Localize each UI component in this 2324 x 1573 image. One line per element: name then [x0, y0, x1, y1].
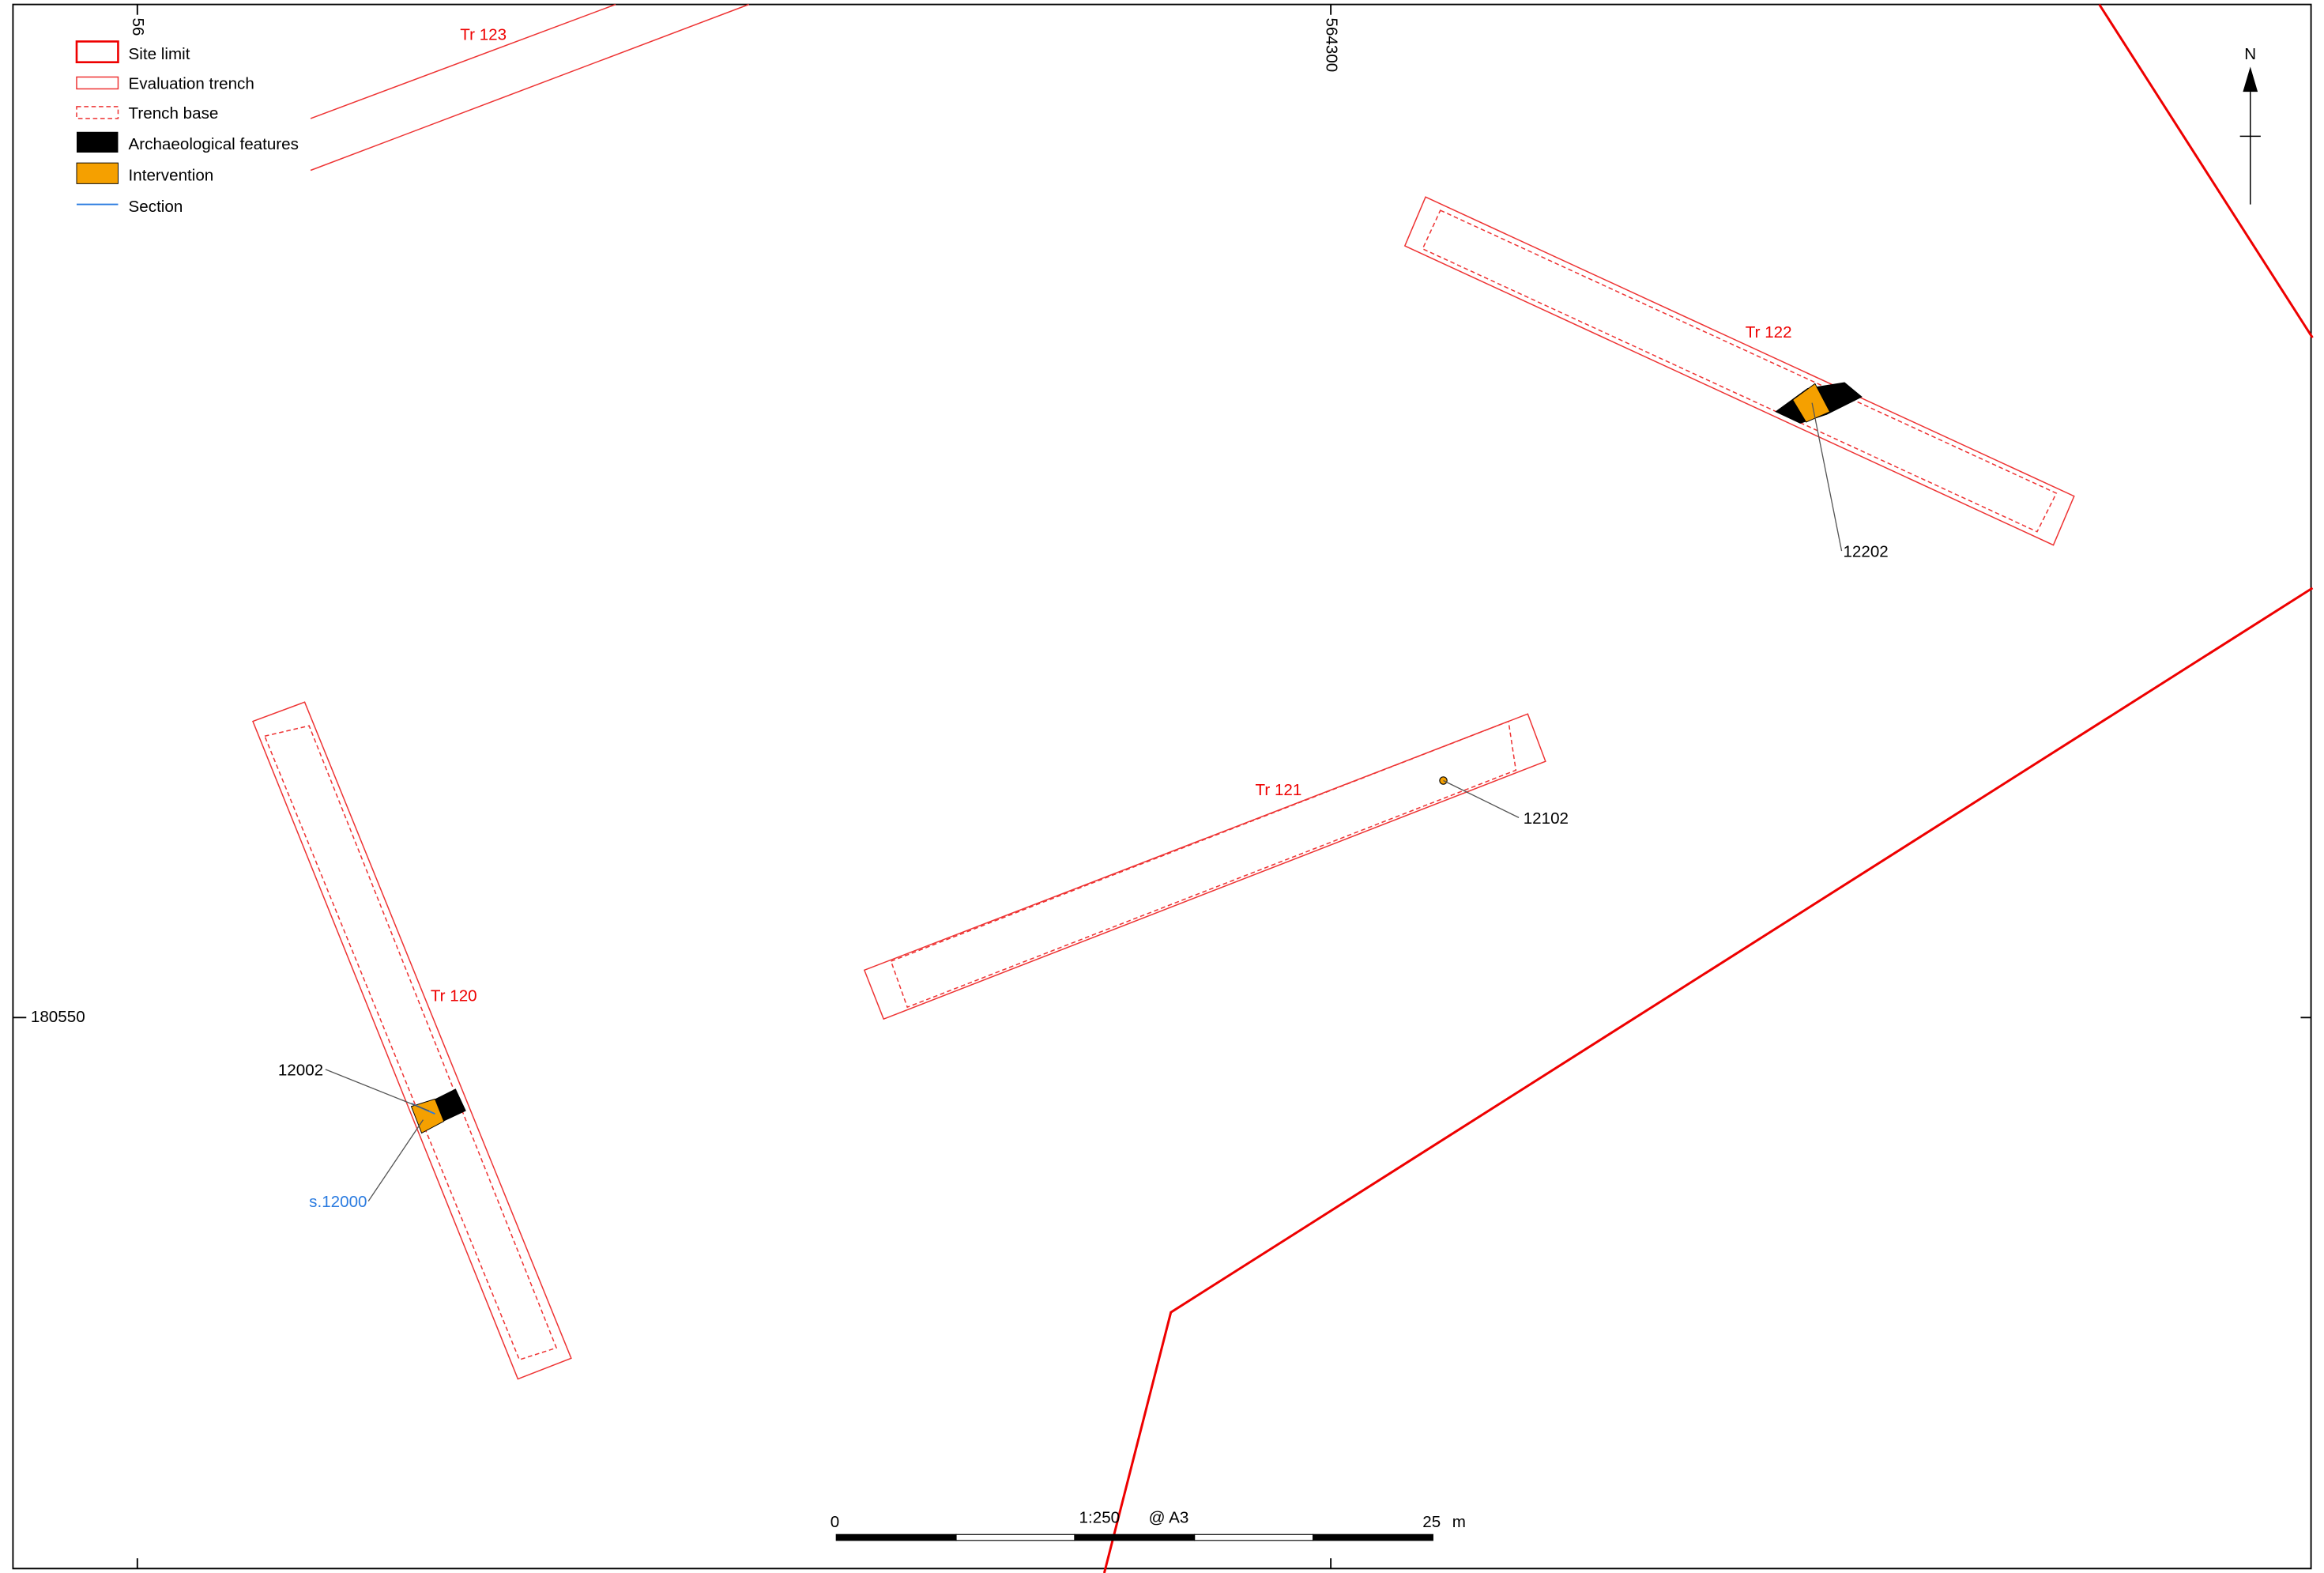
trench-label: Tr 121 [1256, 781, 1302, 799]
intervention [1792, 383, 1831, 423]
feature-label: 12102 [1524, 809, 1569, 828]
legend-label: Trench base [129, 104, 219, 123]
scale-label: 1:250 [1079, 1508, 1121, 1526]
scale-label: m [1452, 1513, 1466, 1531]
scale-label: 25 [1422, 1513, 1441, 1531]
trench-label: Tr 122 [1746, 323, 1792, 341]
scale-bar [835, 1533, 1433, 1541]
section-label: s.12000 [309, 1193, 367, 1211]
legend-label: Evaluation trench [129, 74, 254, 92]
feature [435, 1088, 466, 1122]
leaders [325, 402, 1843, 1202]
legend-label: Site limit [129, 45, 190, 63]
feature-label: 12202 [1843, 543, 1888, 561]
legend-label: Archaeological features [129, 135, 299, 153]
legend-label: Section [129, 198, 183, 216]
legend-label: Intervention [129, 167, 214, 185]
trench-label: Tr 120 [431, 987, 477, 1005]
trench-label: Tr 123 [460, 26, 507, 44]
scale-label: @ A3 [1149, 1508, 1189, 1526]
site-limit [1102, 3, 2314, 1573]
north-arrow [2243, 66, 2258, 92]
north-label: N [2244, 45, 2256, 63]
frame [12, 3, 2312, 1570]
grid-label: 564300 [1322, 17, 1340, 72]
scale-label: 0 [831, 1513, 839, 1531]
feature-label: 12002 [278, 1061, 323, 1079]
legend [75, 40, 119, 206]
grid-label: 180550 [31, 1008, 85, 1026]
grid-ticks [13, 4, 2311, 1569]
grid-label: 56 [129, 17, 147, 36]
